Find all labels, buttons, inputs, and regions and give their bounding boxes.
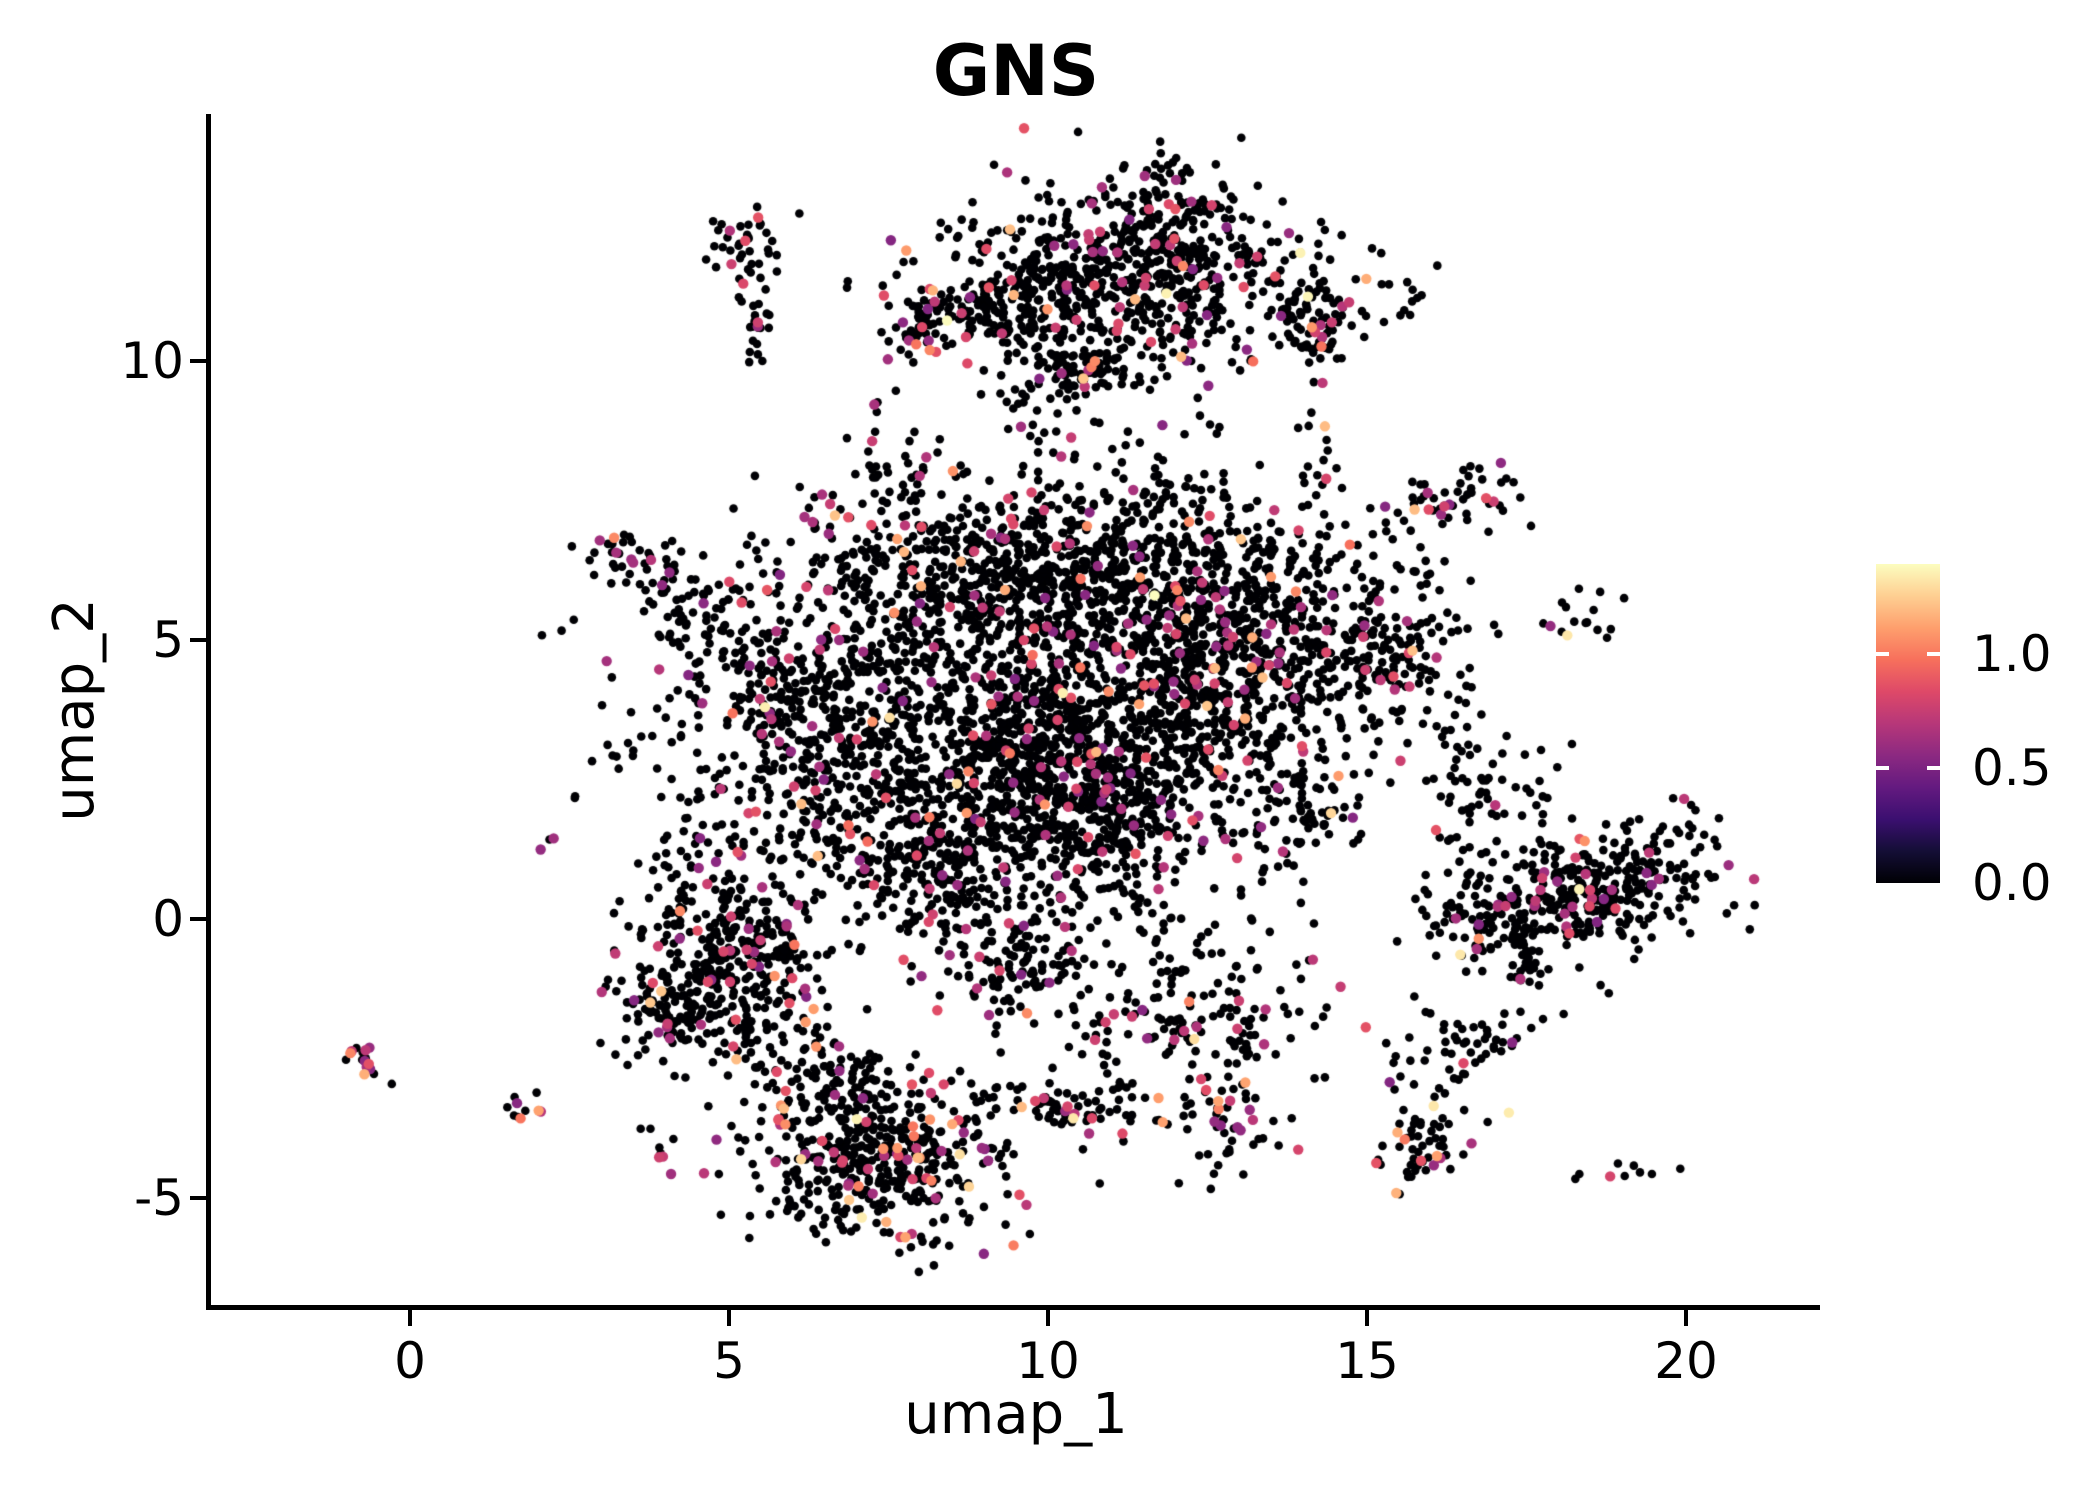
colorbar-tick-label: 0.0 (1972, 854, 2052, 912)
x-tick-mark (1365, 1310, 1370, 1326)
x-tick-label: 0 (394, 1332, 426, 1390)
y-tick-label: 10 (120, 332, 184, 391)
colorbar-tick-label: 0.5 (1972, 739, 2052, 798)
x-tick-label: 20 (1654, 1332, 1718, 1390)
y-tick-label: 5 (152, 611, 184, 670)
umap-scatter-canvas (212, 114, 1820, 1305)
x-tick-label: 5 (713, 1332, 745, 1390)
colorbar-tick-dash (1876, 651, 1889, 656)
colorbar-tick-dash (1927, 766, 1940, 771)
x-tick-mark (408, 1310, 413, 1326)
x-tick-mark (1046, 1310, 1051, 1326)
y-tick-mark (190, 638, 206, 643)
colorbar-tick-label: 1.0 (1972, 624, 2052, 683)
colorbar-gradient (1876, 564, 1940, 883)
y-tick-mark (190, 1195, 206, 1200)
chart-title: GNS (932, 30, 1100, 112)
colorbar-tick-dash (1876, 766, 1889, 771)
y-tick-mark (190, 359, 206, 364)
x-axis-title: umap_1 (904, 1382, 1128, 1447)
y-tick-mark (190, 916, 206, 921)
colorbar-tick-dash (1927, 651, 1940, 656)
y-tick-label: 0 (152, 889, 184, 948)
x-axis-line (206, 1305, 1820, 1310)
y-tick-label: -5 (134, 1168, 184, 1227)
y-axis-title: umap_2 (42, 598, 107, 822)
x-tick-mark (1684, 1310, 1689, 1326)
x-tick-mark (727, 1310, 732, 1326)
x-tick-label: 10 (1016, 1332, 1080, 1390)
x-tick-label: 15 (1335, 1332, 1399, 1390)
y-axis-line (206, 114, 211, 1310)
